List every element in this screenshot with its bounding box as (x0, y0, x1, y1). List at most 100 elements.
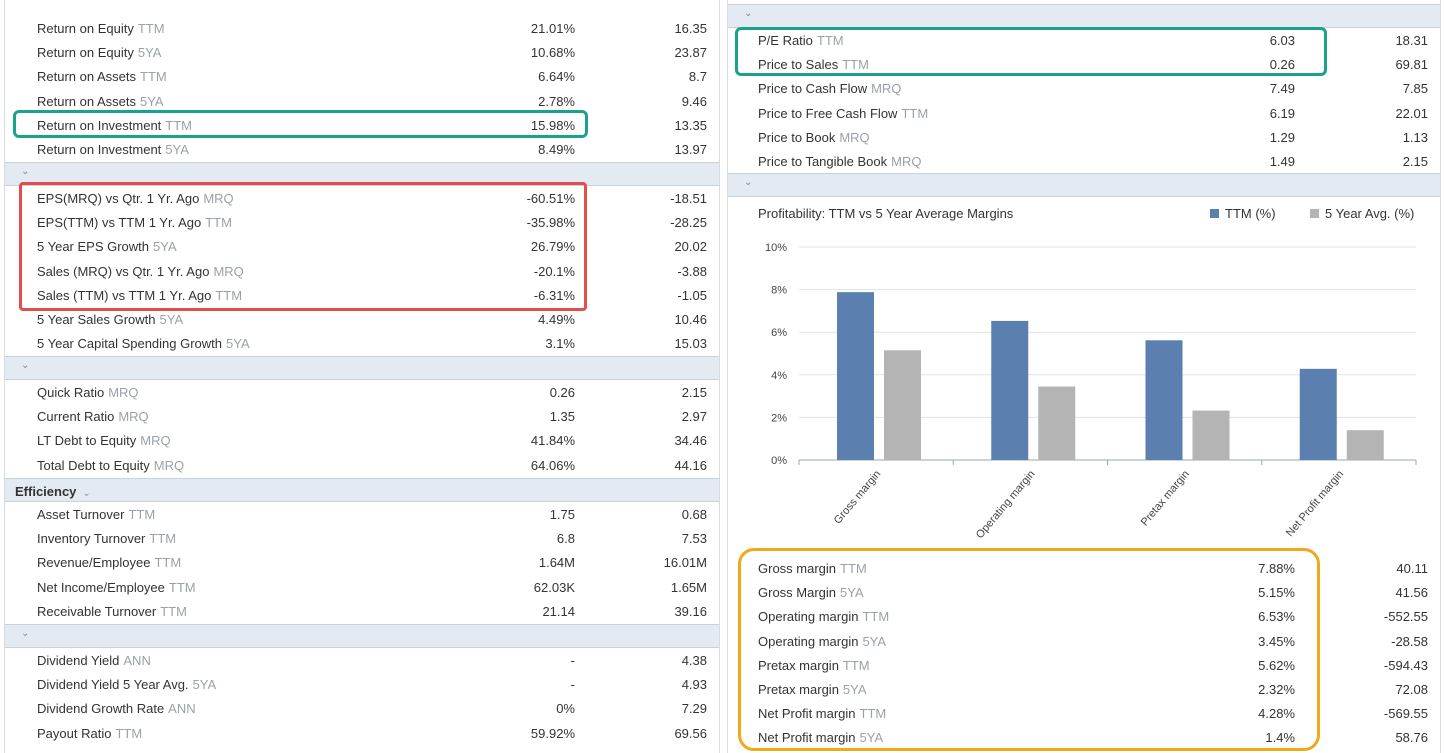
industry-value: 8.7 (688, 69, 707, 85)
chevron-down-icon[interactable]: ⌄ (21, 628, 30, 639)
legend-label: TTM (%) (1225, 206, 1276, 221)
ratio-name: Asset Turnover (37, 507, 125, 522)
bar-5ya[interactable] (1192, 410, 1230, 460)
bar-5ya[interactable] (884, 350, 921, 460)
ratio-period: MRQ (203, 191, 234, 206)
ratio-period: TTM (115, 725, 143, 741)
company-value: 6.64% (538, 69, 575, 85)
ratio-row: Price to Cash Flow MRQ 7.49 7.85 (728, 76, 1440, 100)
legend-item[interactable]: 5 Year Avg. (%) (1310, 206, 1414, 221)
chevron-down-icon[interactable]: ⌄ (82, 488, 91, 499)
chevron-down-icon[interactable]: ⌄ (744, 8, 753, 19)
ratio-name: Net Profit margin (758, 706, 856, 722)
company-value: 6.8 (556, 531, 575, 547)
ratio-label: Return on Assets TTM (37, 69, 167, 84)
ratio-label: Total Debt to Equity MRQ (37, 458, 184, 473)
company-value: 62.03K (533, 579, 575, 595)
ratio-label: Price to Cash Flow MRQ (758, 81, 901, 96)
bar-ttm[interactable] (837, 292, 874, 460)
ratio-row: Gross Margin 5YA 5.15% 41.56 (728, 580, 1440, 604)
section-header[interactable]: ⌄ (728, 173, 1440, 197)
right-ratios-panel: ⌄ P/E Ratio TTM 6.03 18.31 Price to Sales TTM 0… (727, 0, 1441, 753)
bar-ttm[interactable] (1145, 340, 1183, 460)
industry-value: 7.53 (681, 531, 707, 547)
ratio-name: Dividend Growth Rate (37, 701, 165, 717)
ratio-name: Sales (MRQ) vs Qtr. 1 Yr. Ago (37, 263, 210, 279)
ratio-row: Net Profit margin TTM 4.28% -569.55 (728, 701, 1440, 725)
ratio-name: Return on Equity (37, 45, 134, 61)
ratio-row: Net Profit margin 5YA 1.4% 58.76 (728, 725, 1440, 749)
company-value: -35.98% (526, 215, 575, 231)
ratio-period: 5YA (862, 633, 887, 649)
industry-value: 22.01 (1395, 105, 1428, 121)
ratio-period: 5YA (140, 93, 164, 109)
ratio-name: Pretax margin (758, 682, 839, 697)
chevron-down-icon[interactable]: ⌄ (744, 177, 753, 188)
legend-label: 5 Year Avg. (%) (1325, 206, 1415, 221)
industry-value: 4.93 (681, 677, 707, 693)
ratio-name: Price to Free Cash Flow (758, 105, 898, 121)
ratio-name: Inventory Turnover (37, 531, 146, 547)
ratio-period: TTM (215, 287, 243, 303)
company-value: 5.62% (1258, 657, 1295, 673)
industry-value: 34.46 (674, 433, 707, 449)
chevron-down-icon[interactable]: ⌄ (21, 360, 30, 371)
ratio-row: Dividend Yield 5 Year Avg. 5YA - 4.93 (5, 672, 719, 696)
ratio-period: 5YA (159, 312, 184, 327)
ratio-label: Inventory Turnover TTM (37, 531, 176, 546)
ratio-row: Asset Turnover TTM 1.75 0.68 (5, 502, 719, 526)
ratio-row: Quick Ratio MRQ 0.26 2.15 (5, 380, 719, 404)
ratio-label: Price to Free Cash Flow TTM (758, 106, 928, 121)
section-title: Efficiency ⌄ (15, 484, 91, 499)
ratio-period: MRQ (153, 457, 185, 473)
ratio-row: Dividend Growth Rate ANN 0% 7.29 (5, 696, 719, 720)
ratio-period: 5YA (165, 142, 189, 157)
ratio-label: 5 Year Capital Spending Growth 5YA (37, 336, 250, 351)
ratio-label: Return on Equity 5YA (37, 45, 161, 60)
y-tick-label: 8% (771, 285, 787, 297)
industry-value: -28.58 (1391, 633, 1428, 649)
company-value: 6.53% (1258, 609, 1295, 625)
company-value: 1.64M (538, 555, 575, 571)
industry-value: 41.56 (1395, 585, 1428, 601)
ratio-period: 5YA (859, 730, 884, 746)
ratio-period: TTM (128, 507, 156, 522)
industry-value: 15.03 (674, 336, 707, 352)
ratio-row: Return on Equity TTM 21.01% 16.35 (5, 16, 719, 40)
ratio-name: 5 Year Capital Spending Growth (37, 336, 223, 352)
section-header[interactable]: Efficiency ⌄ (5, 478, 719, 502)
industry-value: -569.55 (1383, 706, 1428, 722)
bar-5ya[interactable] (1346, 430, 1384, 460)
ratio-row: Revenue/Employee TTM 1.64M 16.01M (5, 550, 719, 574)
ratio-label: Revenue/Employee TTM (37, 555, 181, 570)
industry-value: 7.29 (681, 701, 707, 717)
bar-ttm[interactable] (991, 320, 1029, 460)
ratio-label: Quick Ratio MRQ (37, 385, 139, 400)
ratio-label: EPS(MRQ) vs Qtr. 1 Yr. Ago MRQ (37, 191, 234, 206)
company-value: 7.49 (1269, 81, 1295, 97)
section-header[interactable]: ⌄ (5, 356, 719, 380)
ratio-label: Net Profit margin 5YA (758, 730, 883, 745)
section-header[interactable]: ⌄ (5, 624, 719, 648)
ratio-row: Pretax margin TTM 5.62% -594.43 (728, 653, 1440, 677)
industry-value: 13.35 (674, 117, 707, 133)
company-value: 8.49% (538, 142, 575, 157)
legend-item[interactable]: TTM (%) (1210, 206, 1276, 221)
ratio-name: Payout Ratio (37, 725, 112, 741)
ratio-row: Return on Investment TTM 15.98% 13.35 (5, 113, 719, 137)
section-header[interactable]: ⌄ (728, 4, 1440, 28)
ratio-row: EPS(TTM) vs TTM 1 Yr. Ago TTM -35.98% -28.2… (5, 210, 719, 234)
ratio-name: EPS(MRQ) vs Qtr. 1 Yr. Ago (37, 191, 200, 206)
ratio-label: 5 Year Sales Growth 5YA (37, 312, 183, 327)
chevron-down-icon[interactable]: ⌄ (21, 166, 30, 177)
industry-value: -18.51 (670, 191, 707, 206)
ratio-row: Price to Tangible Book MRQ 1.49 2.15 (728, 149, 1440, 173)
bar-ttm[interactable] (1299, 368, 1337, 460)
bar-5ya[interactable] (1038, 386, 1076, 460)
company-value: 0% (556, 701, 575, 717)
section-header[interactable]: ⌄ (5, 162, 719, 186)
ratio-name: Return on Assets (37, 69, 136, 85)
ratio-row: Operating margin 5YA 3.45% -28.58 (728, 629, 1440, 653)
ratio-label: EPS(TTM) vs TTM 1 Yr. Ago TTM (37, 215, 232, 230)
industry-value: 4.38 (681, 653, 707, 668)
